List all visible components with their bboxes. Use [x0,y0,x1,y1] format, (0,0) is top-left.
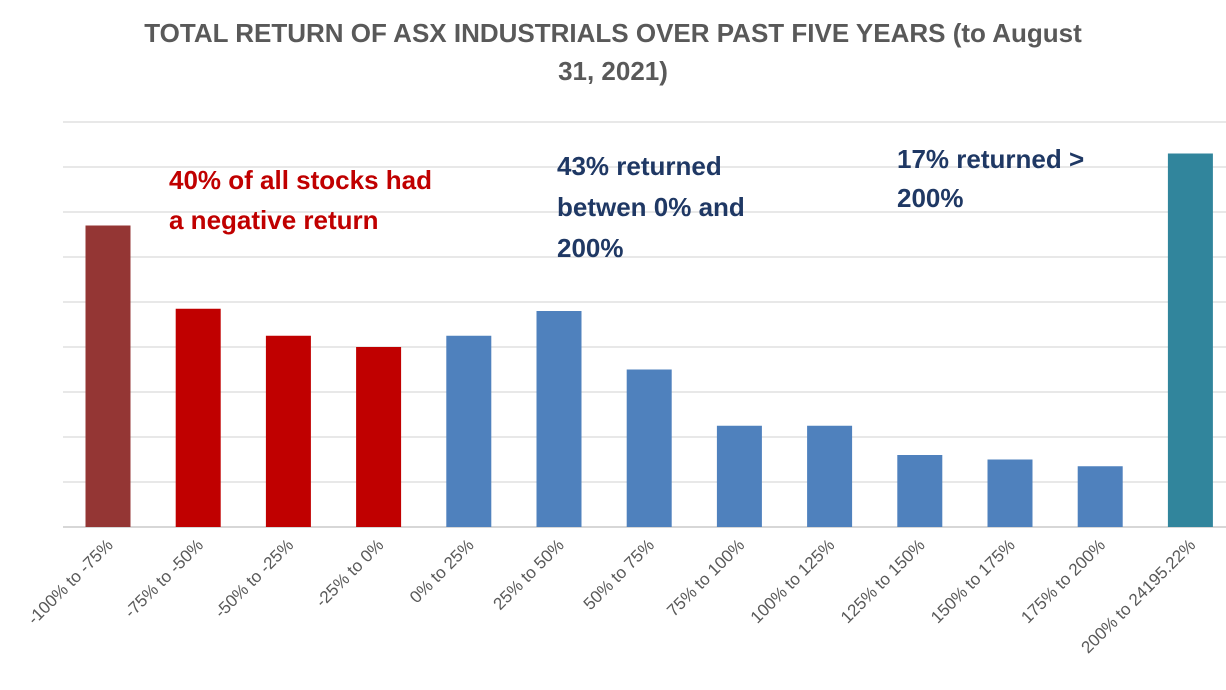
chart-title: TOTAL RETURN OF ASX INDUSTRIALS OVER PAS… [0,14,1226,90]
annotation-line: 43% returned [557,151,722,181]
annotations: 40% of all stocks had a negative return 43… [169,144,1084,263]
bar [175,308,221,527]
x-tick-label: 75% to 100% [663,535,748,620]
bar [626,369,672,527]
bar [807,425,853,527]
annotation-line: 40% of all stocks had [169,165,432,195]
x-tick-label: 0% to 25% [406,535,478,607]
bar [356,347,402,527]
x-tick-label: 150% to 175% [927,535,1019,627]
bar [85,225,131,527]
x-tick-label: 50% to 75% [580,535,658,613]
x-tick-label: -100% to -75% [24,535,117,628]
annotation-line: 17% returned > [897,144,1084,174]
annotation-1: 40% of all stocks had a negative return [169,165,432,235]
x-tick-label: 25% to 50% [490,535,568,613]
x-tick-labels: -100% to -75% -75% to -50% -50% to -25% -25… [24,535,1199,657]
annotation-line: 200% [897,183,964,213]
bar [536,311,582,527]
x-tick-label: 175% to 200% [1017,535,1109,627]
bar [446,335,492,527]
bar [897,455,943,527]
annotation-3: 17% returned > 200% [897,144,1084,213]
annotation-2: 43% returned betwen 0% and 200% [557,151,745,263]
bars [85,153,1213,527]
bar [1077,466,1123,527]
x-tick-label: 100% to 125% [747,535,839,627]
bar [1167,153,1213,527]
chart-title-line-2: 31, 2021) [558,56,668,86]
bar [987,459,1033,527]
annotation-line: betwen 0% and [557,192,745,222]
chart-title-line-1: TOTAL RETURN OF ASX INDUSTRIALS OVER PAS… [144,18,1082,48]
annotation-line: a negative return [169,205,379,235]
x-tick-label: -50% to -25% [211,535,297,621]
annotation-line: 200% [557,233,624,263]
x-tick-label: 125% to 150% [837,535,929,627]
bar [716,425,762,527]
bar [265,335,311,527]
x-tick-label: -25% to 0% [312,535,388,611]
x-tick-label: -75% to -50% [121,535,207,621]
